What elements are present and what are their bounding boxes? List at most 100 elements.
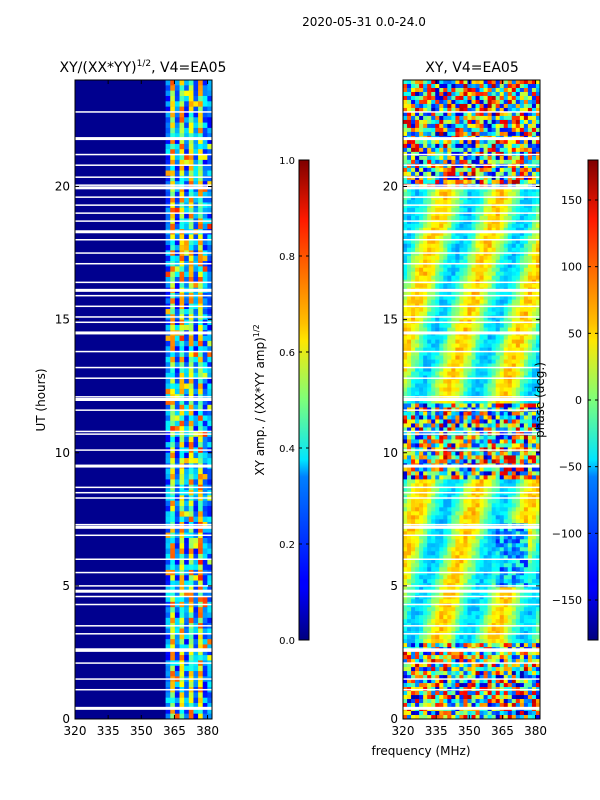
phase-cell bbox=[523, 491, 529, 496]
phase-cell bbox=[407, 195, 412, 201]
amp-cell bbox=[207, 671, 212, 677]
phase-cell bbox=[507, 307, 513, 312]
amp-cell bbox=[202, 452, 208, 459]
phase-cell bbox=[499, 199, 505, 205]
phase-cell bbox=[479, 119, 484, 125]
phase-cell bbox=[411, 80, 416, 85]
phase-cell bbox=[507, 99, 513, 105]
phase-cell bbox=[507, 143, 513, 149]
phase-cell bbox=[419, 83, 424, 89]
phase-cell bbox=[415, 143, 420, 149]
phase-cell bbox=[439, 127, 444, 133]
phase-cell bbox=[519, 127, 525, 133]
amp-cell bbox=[170, 420, 176, 427]
phase-cell bbox=[519, 203, 525, 209]
amp-cell bbox=[165, 708, 171, 714]
phase-cell bbox=[531, 351, 537, 356]
phase-cell bbox=[411, 111, 416, 117]
phase-cell bbox=[463, 415, 468, 420]
phase-cell bbox=[475, 103, 480, 109]
phase-cell bbox=[419, 371, 424, 376]
phase-cell bbox=[475, 80, 480, 85]
phase-cell bbox=[515, 443, 521, 448]
phase-cell bbox=[431, 467, 436, 472]
phase-cell bbox=[483, 339, 488, 344]
amp-cell bbox=[202, 559, 208, 565]
flagged-row bbox=[75, 396, 212, 398]
phase-cell bbox=[427, 211, 432, 217]
phase-cell bbox=[415, 179, 420, 185]
phase-cell bbox=[443, 163, 448, 169]
amp-cell bbox=[174, 266, 180, 273]
phase-cell bbox=[503, 207, 509, 213]
phase-cell bbox=[503, 103, 509, 109]
phase-cell bbox=[507, 239, 513, 245]
phase-cell bbox=[491, 259, 496, 265]
amp-cell bbox=[165, 516, 171, 523]
phase-cell bbox=[407, 439, 412, 444]
amp-cell bbox=[165, 617, 171, 624]
phase-cell bbox=[451, 127, 456, 133]
phase-cell bbox=[431, 359, 436, 364]
phase-cell bbox=[419, 127, 424, 133]
amp-cell bbox=[202, 143, 208, 150]
phase-cell bbox=[403, 459, 408, 464]
phase-cell bbox=[503, 119, 509, 125]
phase-cell bbox=[451, 427, 456, 432]
phase-cell bbox=[531, 307, 537, 312]
phase-cell bbox=[531, 175, 537, 181]
phase-cell bbox=[523, 255, 529, 261]
phase-cell bbox=[475, 283, 480, 288]
phase-cell bbox=[459, 239, 464, 245]
phase-cell bbox=[419, 231, 424, 237]
amp-cell bbox=[184, 138, 190, 145]
phase-cell bbox=[487, 315, 492, 320]
phase-cell bbox=[491, 111, 496, 117]
phase-cell bbox=[419, 227, 424, 233]
amp-cell bbox=[184, 649, 190, 656]
phase-cell bbox=[531, 191, 537, 197]
amp-cell bbox=[165, 383, 171, 390]
amp-cell bbox=[198, 372, 204, 379]
phase-cell bbox=[499, 195, 505, 201]
phase-cell bbox=[475, 339, 480, 344]
phase-cell bbox=[527, 215, 533, 221]
amp-cell bbox=[179, 346, 185, 352]
phase-cell bbox=[479, 443, 484, 448]
phase-cell bbox=[459, 163, 464, 169]
phase-cell bbox=[519, 215, 525, 221]
phase-cell bbox=[427, 359, 432, 364]
phase-cell bbox=[503, 263, 509, 268]
phase-cell bbox=[491, 223, 496, 229]
phase-cell bbox=[523, 147, 529, 153]
amp-cell bbox=[184, 234, 190, 241]
phase-cell bbox=[451, 295, 456, 300]
amp-cell bbox=[202, 277, 208, 283]
phase-cell bbox=[411, 103, 416, 109]
phase-cell bbox=[527, 199, 533, 205]
phase-cell bbox=[491, 335, 496, 340]
phase-cell bbox=[523, 219, 529, 225]
flagged-row bbox=[75, 497, 212, 499]
phase-cell bbox=[503, 363, 509, 368]
phase-cell bbox=[475, 491, 480, 496]
phase-cell bbox=[459, 443, 464, 448]
amp-cell bbox=[202, 282, 208, 288]
phase-cell bbox=[499, 391, 505, 396]
phase-cell bbox=[427, 275, 432, 280]
phase-cell bbox=[427, 451, 432, 456]
amp-cell bbox=[198, 138, 204, 145]
amp-cell bbox=[188, 213, 194, 219]
phase-cell bbox=[411, 443, 416, 448]
phase-cell bbox=[423, 491, 428, 496]
phase-cell bbox=[455, 195, 460, 201]
phase-cell bbox=[535, 127, 540, 133]
amp-cell bbox=[174, 335, 180, 342]
phase-cell bbox=[451, 247, 456, 253]
phase-cell bbox=[479, 435, 484, 440]
phase-cell bbox=[531, 91, 537, 97]
phase-cell bbox=[483, 311, 488, 316]
amp-cell bbox=[202, 90, 208, 97]
amp-cell bbox=[179, 442, 185, 448]
phase-cell bbox=[503, 291, 509, 296]
